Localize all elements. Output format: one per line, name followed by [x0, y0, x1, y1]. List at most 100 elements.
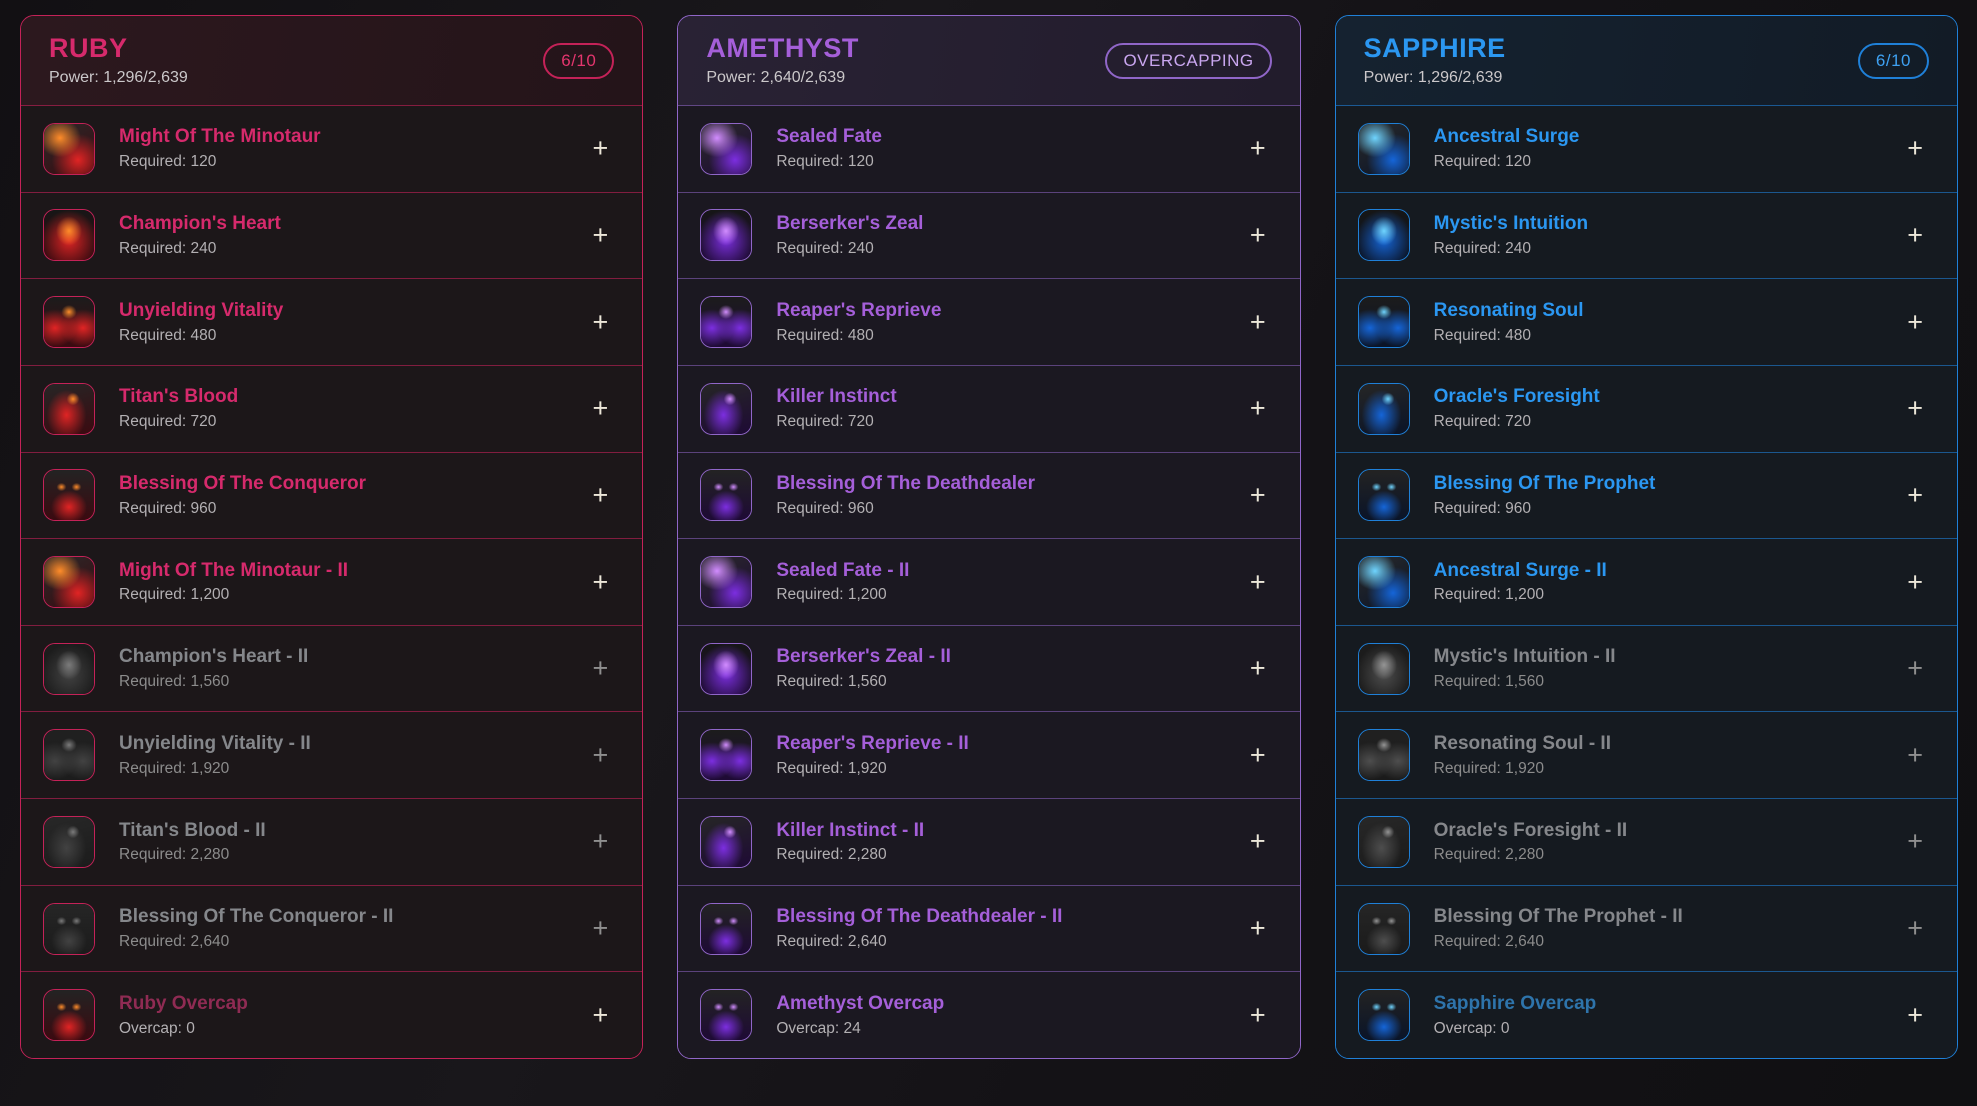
- panel-title: RUBY: [49, 33, 128, 64]
- item-texts: Sapphire Overcap Overcap: 0: [1434, 993, 1597, 1038]
- item-title: Ancestral Surge: [1433, 126, 1580, 148]
- killer-claw-icon: [700, 382, 753, 435]
- item-subtitle: Required: 480: [1433, 326, 1532, 344]
- item-row: Sapphire Overcap Overcap: 0 +: [1335, 971, 1957, 1058]
- add-item-button[interactable]: +: [1907, 739, 1923, 770]
- item-row: Oracle's Foresight Required: 720 +: [1335, 364, 1957, 452]
- item-title: Reaper's Reprieve - II: [776, 732, 969, 754]
- item-texts: Unyielding Vitality - II Required: 1,920: [119, 733, 311, 778]
- add-item-button[interactable]: +: [592, 219, 609, 250]
- item-texts: Ancestral Surge - II Required: 1,200: [1434, 560, 1607, 605]
- item-subtitle: Overcap: 0: [119, 1019, 195, 1037]
- item-icon-art: [1358, 557, 1409, 608]
- add-item-button[interactable]: +: [1907, 999, 1923, 1030]
- item-texts: Resonating Soul Required: 480: [1434, 300, 1584, 345]
- item-row: Sealed Fate Required: 120 +: [678, 106, 1300, 192]
- mystic-wave-icon: [1357, 209, 1410, 262]
- add-item-button[interactable]: +: [1249, 306, 1266, 337]
- add-item-button[interactable]: +: [1249, 393, 1266, 424]
- add-item-button[interactable]: +: [1249, 133, 1266, 164]
- add-item-button[interactable]: +: [1907, 479, 1923, 510]
- item-texts: Blessing Of The Deathdealer Required: 96…: [776, 473, 1035, 518]
- deathdealer-scream-icon: [700, 902, 753, 955]
- item-subtitle: Required: 720: [1433, 413, 1532, 431]
- add-item-button[interactable]: +: [592, 306, 609, 337]
- add-item-button[interactable]: +: [1907, 393, 1923, 424]
- item-row: Berserker's Zeal - II Required: 1,560 +: [678, 624, 1300, 712]
- item-texts: Blessing Of The Prophet Required: 960: [1434, 473, 1656, 518]
- gem-panel-ruby: RUBY Power: 1,296/2,639 6/10 Might Of Th…: [20, 15, 644, 1059]
- add-item-button[interactable]: +: [1249, 219, 1266, 250]
- item-texts: Resonating Soul - II Required: 1,920: [1434, 733, 1611, 778]
- add-item-button[interactable]: +: [1249, 566, 1266, 597]
- item-icon-art: [701, 903, 752, 954]
- add-item-button[interactable]: +: [1249, 739, 1266, 770]
- item-subtitle: Required: 960: [1433, 499, 1532, 517]
- item-icon-art: [701, 730, 752, 781]
- item-title: Might Of The Minotaur: [119, 126, 321, 148]
- add-item-button[interactable]: +: [1907, 219, 1923, 250]
- item-icon-art: [44, 730, 94, 781]
- add-item-button[interactable]: +: [592, 566, 609, 597]
- item-title: Killer Instinct - II: [776, 819, 925, 841]
- item-subtitle: Required: 2,640: [1433, 933, 1544, 950]
- add-item-button[interactable]: +: [592, 999, 609, 1030]
- blood-tendrils-icon: [43, 815, 95, 868]
- gem-boards: RUBY Power: 1,296/2,639 6/10 Might Of Th…: [20, 15, 1958, 1059]
- add-item-button[interactable]: +: [592, 739, 609, 770]
- panel-header-text: RUBY Power: 1,296/2,639: [49, 33, 188, 87]
- add-item-button[interactable]: +: [1249, 479, 1266, 510]
- add-item-button[interactable]: +: [1249, 826, 1266, 857]
- add-item-button[interactable]: +: [1249, 653, 1266, 684]
- item-row: Unyielding Vitality Required: 480 +: [21, 278, 643, 365]
- flame-heart-icon: [43, 642, 95, 695]
- sealed-fate-shard-icon: [700, 122, 753, 175]
- item-title: Might Of The Minotaur - II: [119, 559, 349, 581]
- item-subtitle: Overcap: 24: [776, 1019, 861, 1037]
- add-item-button[interactable]: +: [1907, 826, 1923, 857]
- item-texts: Mystic's Intuition - II Required: 1,560: [1434, 646, 1616, 691]
- panel-power: Power: 2,640/2,639: [706, 68, 846, 86]
- panel-status-badge: 6/10: [1857, 42, 1929, 79]
- oracle-spirit-icon: [1357, 815, 1410, 868]
- item-texts: Oracle's Foresight - II Required: 2,280: [1434, 820, 1628, 865]
- add-item-button[interactable]: +: [592, 393, 609, 424]
- item-texts: Reaper's Reprieve Required: 480: [776, 300, 941, 345]
- add-item-button[interactable]: +: [592, 479, 609, 510]
- item-title: Unyielding Vitality: [119, 299, 284, 321]
- item-row: Titan's Blood Required: 720 +: [21, 364, 643, 452]
- item-icon-art: [44, 643, 94, 694]
- item-subtitle: Required: 2,280: [776, 846, 887, 864]
- add-item-button[interactable]: +: [1907, 306, 1923, 337]
- item-title: Reaper's Reprieve: [776, 299, 942, 321]
- item-texts: Blessing Of The Conqueror - II Required:…: [119, 906, 393, 951]
- add-item-button[interactable]: +: [592, 653, 609, 684]
- item-texts: Berserker's Zeal - II Required: 1,560: [776, 646, 951, 691]
- add-item-button[interactable]: +: [1249, 999, 1266, 1030]
- ancestral-golem-icon: [1357, 556, 1410, 609]
- prophet-avatar-icon: [1357, 902, 1410, 955]
- item-subtitle: Required: 480: [119, 326, 217, 344]
- add-item-button[interactable]: +: [1249, 913, 1266, 944]
- blood-tendrils-icon: [43, 382, 95, 435]
- item-texts: Sealed Fate - II Required: 1,200: [776, 560, 909, 605]
- item-texts: Killer Instinct - II Required: 2,280: [776, 820, 924, 865]
- add-item-button[interactable]: +: [592, 913, 609, 944]
- item-icon-art: [701, 816, 752, 867]
- item-row: Might Of The Minotaur - II Required: 1,2…: [21, 538, 643, 625]
- item-subtitle: Required: 1,920: [776, 759, 887, 777]
- item-title: Blessing Of The Deathdealer: [776, 472, 1036, 494]
- item-title: Oracle's Foresight - II: [1433, 819, 1628, 841]
- item-row: Ruby Overcap Overcap: 0 +: [21, 971, 643, 1058]
- add-item-button[interactable]: +: [1907, 653, 1923, 684]
- add-item-button[interactable]: +: [1907, 133, 1923, 164]
- item-row: Blessing Of The Conqueror Required: 960 …: [21, 451, 643, 539]
- add-item-button[interactable]: +: [1907, 566, 1923, 597]
- item-title: Berserker's Zeal - II: [776, 646, 951, 668]
- panel-title: SAPPHIRE: [1363, 33, 1506, 64]
- add-item-button[interactable]: +: [1907, 913, 1923, 944]
- add-item-button[interactable]: +: [592, 133, 609, 164]
- mystic-wave-icon: [1357, 642, 1410, 695]
- killer-claw-icon: [700, 815, 753, 868]
- add-item-button[interactable]: +: [592, 826, 609, 857]
